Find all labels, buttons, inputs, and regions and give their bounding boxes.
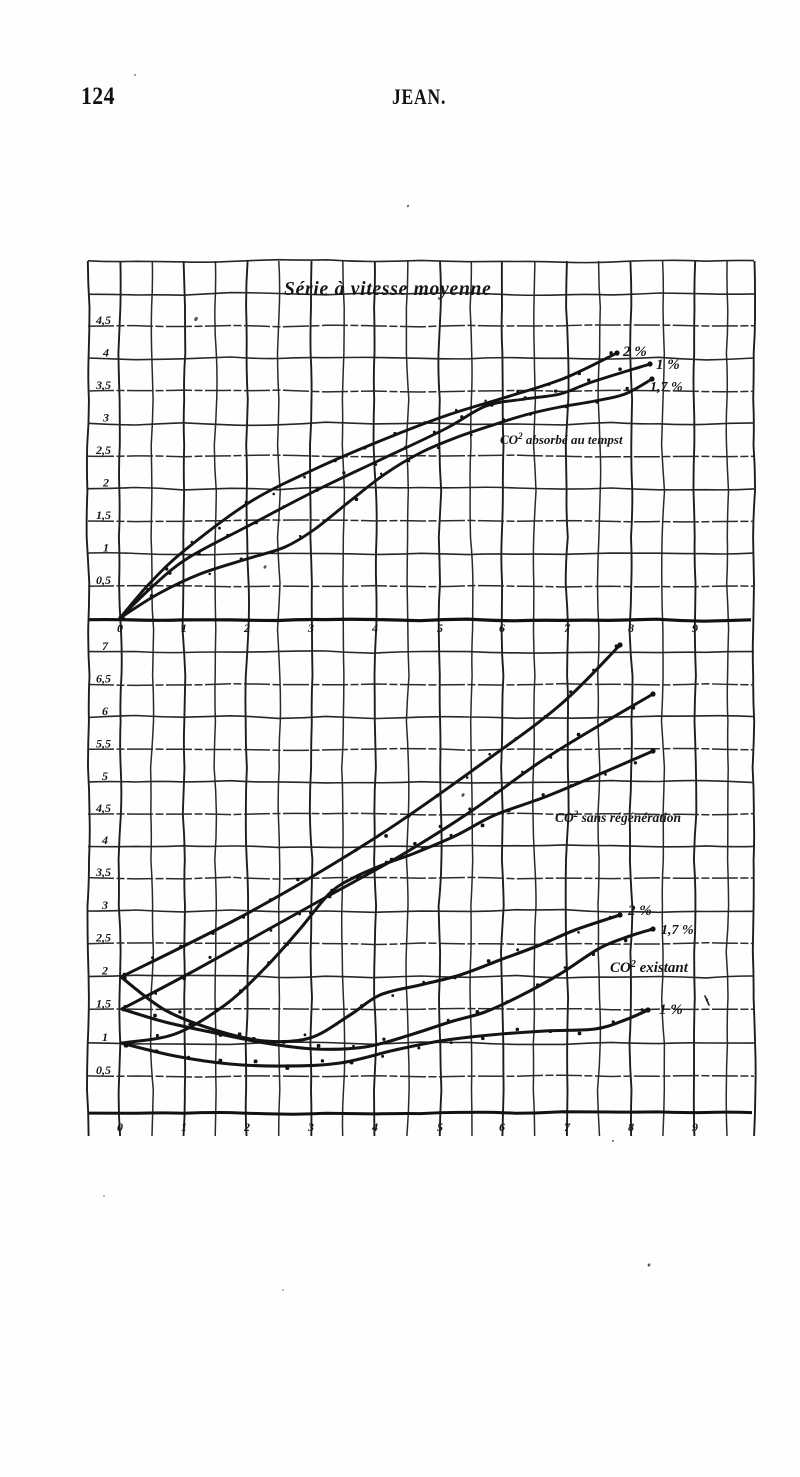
svg-text:2,5: 2,5: [95, 443, 111, 457]
svg-text:0,5: 0,5: [96, 573, 111, 587]
svg-text:0,5: 0,5: [96, 1063, 111, 1077]
svg-text:7: 7: [564, 1120, 571, 1134]
svg-text:5: 5: [437, 621, 443, 635]
svg-text:5: 5: [102, 769, 108, 783]
svg-text:CO2 absorbé au tempst: CO2 absorbé au tempst: [500, 431, 623, 447]
svg-text:4: 4: [102, 346, 109, 360]
svg-text:0: 0: [117, 1120, 123, 1134]
svg-text:5,5: 5,5: [96, 737, 111, 751]
svg-text:3,5: 3,5: [95, 865, 111, 879]
svg-text:9: 9: [692, 621, 698, 635]
svg-text:3: 3: [307, 621, 314, 635]
svg-text:1: 1: [102, 1030, 108, 1044]
svg-text:4: 4: [371, 1120, 378, 1134]
svg-text:4,5: 4,5: [95, 313, 111, 327]
svg-text:2 %: 2 %: [627, 903, 652, 919]
svg-text:6: 6: [499, 621, 505, 635]
svg-text:2: 2: [243, 621, 250, 635]
svg-text:8: 8: [628, 621, 634, 635]
svg-text:2: 2: [243, 1120, 250, 1134]
svg-text:1 %: 1 %: [659, 1002, 683, 1018]
svg-text:4,5: 4,5: [95, 801, 111, 815]
svg-text:4: 4: [101, 833, 108, 847]
svg-text:6: 6: [499, 1120, 505, 1134]
svg-text:7: 7: [564, 621, 571, 635]
svg-text:1,5: 1,5: [96, 997, 111, 1011]
svg-text:2,5: 2,5: [95, 931, 111, 945]
svg-text:CO2 existant: CO2 existant: [610, 959, 689, 977]
svg-text:CO2 sans régénération: CO2 sans régénération: [555, 809, 681, 825]
svg-text:1,7 %: 1,7 %: [650, 380, 683, 395]
svg-text:8: 8: [628, 1120, 634, 1134]
svg-text:1 %: 1 %: [656, 357, 680, 373]
svg-text:1,5: 1,5: [96, 508, 111, 522]
svg-text:3: 3: [101, 898, 108, 912]
svg-text:1: 1: [181, 1120, 187, 1134]
svg-text:3: 3: [307, 1120, 314, 1134]
svg-text:2: 2: [102, 476, 109, 490]
svg-text:3: 3: [102, 411, 109, 425]
svg-text:Série à vitesse moyenne: Série à vitesse moyenne: [284, 279, 492, 300]
svg-text:2 %: 2 %: [622, 344, 647, 360]
svg-text:1: 1: [103, 541, 109, 555]
svg-text:1: 1: [181, 621, 187, 635]
svg-text:0: 0: [117, 621, 123, 635]
svg-text:6,5: 6,5: [96, 672, 111, 686]
svg-text:2: 2: [101, 964, 108, 978]
svg-text:1,7 %: 1,7 %: [661, 923, 694, 938]
svg-text:5: 5: [437, 1120, 443, 1134]
svg-text:9: 9: [692, 1120, 698, 1134]
svg-text:4: 4: [371, 621, 378, 635]
svg-text:6: 6: [102, 704, 108, 718]
svg-text:7: 7: [102, 639, 109, 653]
svg-text:3,5: 3,5: [95, 378, 111, 392]
